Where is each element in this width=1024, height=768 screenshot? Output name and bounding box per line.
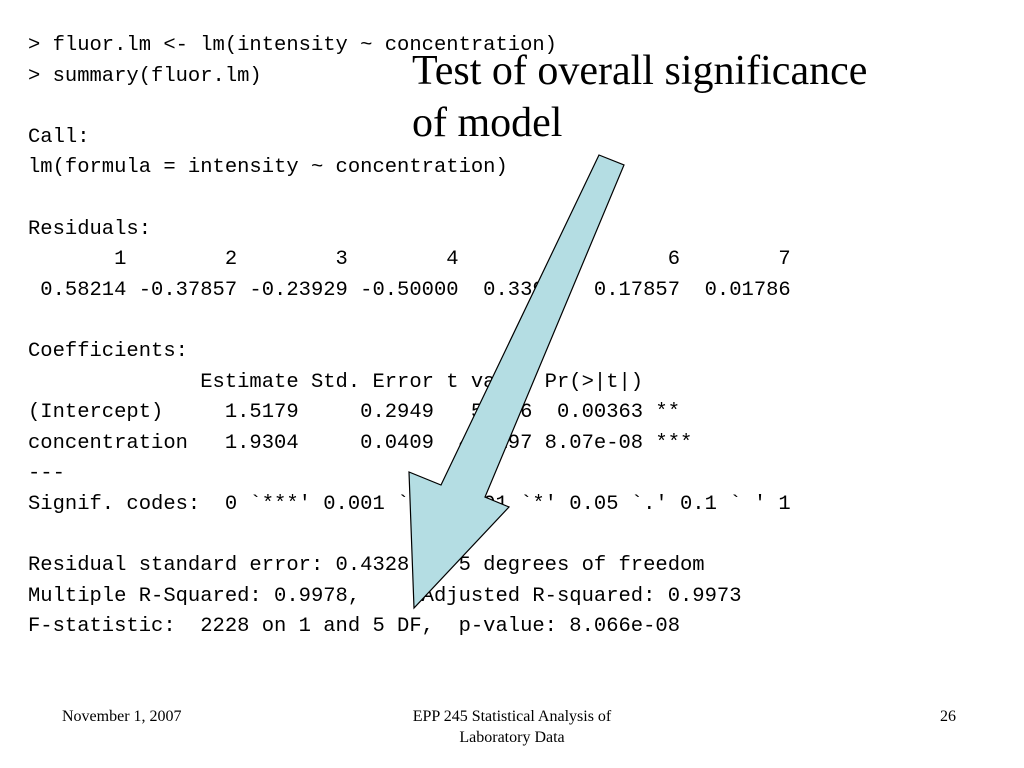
- callout-annotation: Test of overall significance of model: [412, 45, 932, 149]
- arrow-shape: [408, 154, 625, 610]
- console-line: Multiple R-Squared: 0.9978, Adjusted R-s…: [28, 584, 742, 608]
- callout-line-2: of model: [412, 100, 563, 146]
- footer-course-line-1: EPP 245 Statistical Analysis of: [412, 708, 612, 725]
- console-line: F-statistic: 2228 on 1 and 5 DF, p-value…: [28, 615, 681, 639]
- console-line: > summary(fluor.lm): [28, 64, 262, 88]
- footer-course-line-2: Laboratory Data: [459, 729, 565, 746]
- console-line: > fluor.lm <- lm(intensity ~ concentrati…: [28, 34, 557, 57]
- console-line: Residual standard error: 0.4328 on 5 deg…: [28, 554, 705, 578]
- footer-date: November 1, 2007: [62, 708, 182, 725]
- console-line: Residuals:: [28, 217, 152, 241]
- console-line: (Intercept) 1.5179 0.2949 5.146 0.00363 …: [28, 401, 681, 425]
- console-line: Coefficients:: [28, 339, 188, 363]
- console-line: Call:: [28, 125, 90, 149]
- console-line: lm(formula = intensity ~ concentration): [28, 156, 508, 180]
- callout-line-1: Test of overall significance: [412, 48, 868, 94]
- footer-page-number: 26: [940, 708, 956, 725]
- console-line: ---: [28, 462, 65, 486]
- console-line: concentration 1.9304 0.0409 47.197 8.07e…: [28, 431, 693, 455]
- r-console-output: > fluor.lm <- lm(intensity ~ concentrati…: [28, 31, 791, 643]
- footer-course-title: EPP 245 Statistical Analysis of Laborato…: [340, 706, 684, 748]
